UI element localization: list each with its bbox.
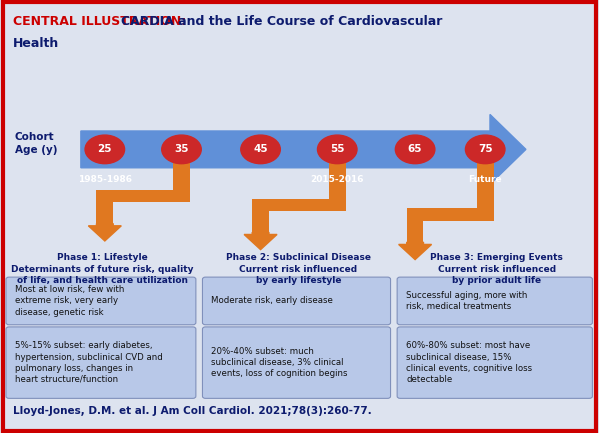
Text: 2015-2016: 2015-2016 (310, 175, 364, 184)
Text: Future: Future (468, 175, 502, 184)
FancyArrow shape (244, 232, 277, 249)
FancyArrow shape (89, 223, 121, 241)
Bar (96, 196, 113, 228)
Text: 20%-40% subset: much
subclinical disease, 3% clinical
events, loss of cognition : 20%-40% subset: much subclinical disease… (211, 347, 348, 378)
Text: Phase 1: Lifestyle
Determinants of future risk, quality
of life, and health care: Phase 1: Lifestyle Determinants of futur… (11, 253, 194, 285)
Bar (252, 198, 346, 210)
FancyBboxPatch shape (397, 277, 592, 325)
Bar (407, 214, 423, 246)
Text: 55: 55 (330, 144, 344, 155)
Text: Lloyd-Jones, D.M. et al. J Am Coll Cardiol. 2021;78(3):260-77.: Lloyd-Jones, D.M. et al. J Am Coll Cardi… (13, 406, 372, 416)
Text: 60%-80% subset: most have
subclinical disease, 15%
clinical events, cognitive lo: 60%-80% subset: most have subclinical di… (406, 342, 533, 384)
FancyBboxPatch shape (6, 277, 196, 325)
FancyBboxPatch shape (202, 277, 391, 325)
Circle shape (241, 135, 280, 164)
Bar (173, 151, 190, 196)
Circle shape (85, 135, 125, 164)
Text: Moderate risk, early disease: Moderate risk, early disease (211, 297, 333, 305)
Text: Phase 3: Emerging Events
Current risk influenced
by prior adult life: Phase 3: Emerging Events Current risk in… (430, 253, 563, 285)
Text: Successful aging, more with
risk, medical treatments: Successful aging, more with risk, medica… (406, 291, 528, 311)
Bar (96, 190, 190, 202)
Text: Most at low risk, few with
extreme risk, very early
disease, genetic risk: Most at low risk, few with extreme risk,… (15, 285, 125, 317)
Bar (407, 208, 494, 220)
Text: Health: Health (13, 37, 59, 50)
Text: 1985-1986: 1985-1986 (78, 175, 132, 184)
FancyBboxPatch shape (202, 327, 391, 398)
Bar (252, 204, 269, 236)
Text: 35: 35 (174, 144, 189, 155)
Text: Cohort
Age (y): Cohort Age (y) (15, 132, 58, 155)
FancyBboxPatch shape (6, 327, 196, 398)
Text: CARDIA and the Life Course of Cardiovascular: CARDIA and the Life Course of Cardiovasc… (121, 15, 443, 28)
Circle shape (162, 135, 201, 164)
Text: Phase 2: Subclinical Disease
Current risk influenced
by early lifestyle: Phase 2: Subclinical Disease Current ris… (226, 253, 371, 285)
FancyBboxPatch shape (397, 327, 592, 398)
Text: 75: 75 (478, 144, 492, 155)
Bar (477, 151, 494, 214)
Circle shape (317, 135, 357, 164)
Text: 25: 25 (98, 144, 112, 155)
Text: 65: 65 (408, 144, 422, 155)
Bar (329, 151, 346, 204)
FancyArrow shape (81, 114, 526, 184)
Circle shape (465, 135, 505, 164)
Text: 45: 45 (253, 144, 268, 155)
Text: 5%-15% subset: early diabetes,
hypertension, subclinical CVD and
pulmonary loss,: 5%-15% subset: early diabetes, hypertens… (15, 342, 163, 384)
Text: CENTRAL ILLUSTRATION:: CENTRAL ILLUSTRATION: (13, 15, 191, 28)
Circle shape (395, 135, 435, 164)
FancyArrow shape (399, 242, 431, 259)
